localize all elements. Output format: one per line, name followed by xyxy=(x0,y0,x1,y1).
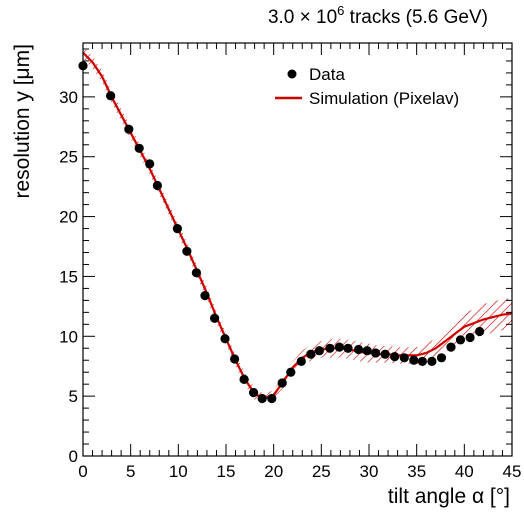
data-point xyxy=(343,343,353,353)
data-point xyxy=(362,346,372,356)
x-tick-label: 30 xyxy=(360,462,379,481)
data-point xyxy=(210,313,220,323)
x-tick-label: 10 xyxy=(169,462,188,481)
data-point xyxy=(145,159,155,169)
x-tick-label: 45 xyxy=(503,462,522,481)
data-point xyxy=(390,352,400,362)
data-point xyxy=(249,388,259,398)
y-tick-label: 15 xyxy=(59,267,78,286)
x-tick-label: 0 xyxy=(78,462,87,481)
data-point xyxy=(200,291,210,301)
x-tick-label: 35 xyxy=(407,462,426,481)
data-point xyxy=(465,332,475,343)
data-point xyxy=(417,356,427,366)
y-tick-label: 5 xyxy=(69,387,78,406)
data-point xyxy=(134,143,144,153)
legend-data-marker xyxy=(287,69,297,79)
data-point xyxy=(436,353,447,363)
data-point xyxy=(182,246,192,256)
data-point xyxy=(427,356,437,366)
axis-ticks xyxy=(82,43,513,457)
y-tick-labels: 0 5 10 15 20 25 30 xyxy=(59,88,78,466)
data-point xyxy=(191,268,201,278)
y-tick-label: 10 xyxy=(59,327,78,346)
data-point xyxy=(220,334,230,344)
x-tick-label: 20 xyxy=(264,462,283,481)
x-tick-label: 15 xyxy=(217,462,236,481)
data-point xyxy=(475,326,485,337)
data-point xyxy=(286,367,296,377)
data-point xyxy=(124,124,134,134)
data-point xyxy=(455,335,466,345)
legend-simulation-label: Simulation (Pixelav) xyxy=(309,89,459,108)
y-axis-label: resolution y [μm] xyxy=(11,44,34,199)
data-point xyxy=(399,353,409,363)
plot-frame xyxy=(82,42,513,457)
data-point xyxy=(172,224,182,234)
legend: Data Simulation (Pixelav) xyxy=(275,65,459,108)
data-point xyxy=(230,354,240,364)
data-point xyxy=(353,344,364,355)
x-tick-label: 40 xyxy=(455,462,474,481)
y-tick-label: 0 xyxy=(69,447,78,466)
data-points-layer xyxy=(78,61,485,404)
data-point xyxy=(380,349,390,359)
x-tick-labels: 0 5 10 15 20 25 30 35 40 45 xyxy=(78,462,521,481)
data-point xyxy=(267,393,277,404)
chart-title: 3.0 × 106 tracks (5.6 GeV) xyxy=(268,3,488,28)
data-point xyxy=(314,346,324,356)
data-point xyxy=(152,180,162,191)
y-tick-label: 25 xyxy=(59,148,78,167)
data-point xyxy=(371,348,381,358)
x-tick-label: 5 xyxy=(126,462,135,481)
x-tick-label: 25 xyxy=(312,462,331,481)
data-point xyxy=(277,378,287,388)
x-axis-label: tilt angle α [°] xyxy=(388,485,510,508)
y-tick-label: 30 xyxy=(59,88,78,107)
data-point xyxy=(446,342,456,352)
data-point xyxy=(409,355,419,365)
chart-title-exponent: 6 xyxy=(337,3,344,18)
data-point xyxy=(325,343,335,353)
data-point xyxy=(106,91,116,101)
y-tick-label: 20 xyxy=(59,208,78,227)
legend-data-label: Data xyxy=(309,65,345,84)
data-point xyxy=(239,374,249,384)
data-point xyxy=(257,393,267,404)
data-point xyxy=(296,356,306,366)
data-point xyxy=(306,349,316,359)
data-point xyxy=(334,342,344,352)
